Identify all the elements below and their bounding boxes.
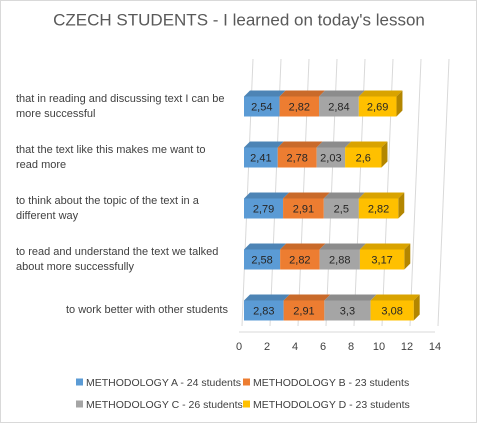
data-label: 2,82 — [368, 203, 389, 215]
data-label: 2,5 — [334, 203, 349, 215]
bar — [283, 300, 325, 321]
data-label: 2,91 — [293, 305, 314, 317]
bar-side — [381, 141, 388, 168]
x-tick-label: 12 — [401, 341, 413, 353]
data-label: 2,6 — [356, 152, 371, 164]
data-label: 3,08 — [381, 305, 402, 317]
category-text: to think about the topic of the text in … — [16, 194, 199, 222]
bar-top — [323, 192, 365, 199]
bar — [283, 198, 324, 219]
category-text: that the text like this makes me want to… — [16, 143, 206, 171]
bar — [244, 249, 281, 270]
data-label: 2,82 — [289, 254, 310, 266]
bar — [244, 147, 278, 168]
legend-swatch — [76, 400, 83, 408]
x-tick-label: 10 — [373, 341, 385, 353]
bar — [244, 198, 284, 219]
category-text: that in reading and discussing text I ca… — [16, 92, 225, 120]
data-label: 3,17 — [371, 254, 392, 266]
data-label: 2,69 — [367, 101, 388, 113]
bar — [358, 198, 399, 219]
bar-top — [280, 243, 326, 250]
y-tick-label: to read and understand the text we talke… — [13, 243, 228, 277]
bar-top — [277, 141, 323, 148]
bar-top — [244, 192, 290, 199]
legend-swatch — [76, 378, 83, 386]
bar — [359, 249, 405, 270]
bar-top — [316, 141, 352, 148]
x-tick-label: 4 — [292, 341, 298, 353]
bar — [244, 96, 280, 117]
bar-side — [398, 192, 405, 219]
bar — [324, 300, 371, 321]
bar — [319, 249, 360, 270]
bar — [277, 147, 317, 168]
data-label: 2,78 — [286, 152, 307, 164]
grid-line — [437, 58, 450, 327]
bar-top — [244, 294, 290, 301]
bar — [244, 300, 284, 321]
bar — [319, 96, 359, 117]
data-label: 2,84 — [328, 101, 349, 113]
bar-side — [396, 90, 403, 117]
bar — [345, 147, 382, 168]
bar-top — [358, 90, 403, 97]
bar-top — [358, 192, 405, 199]
x-tick-label: 14 — [429, 341, 441, 353]
bar — [370, 300, 414, 321]
bar-top — [244, 141, 284, 148]
category-text: to read and understand the text we talke… — [16, 245, 219, 273]
grid-line — [409, 58, 422, 327]
bar — [316, 147, 346, 168]
y-tick-label: that the text like this makes me want to… — [13, 141, 228, 175]
bar-top — [359, 243, 411, 250]
data-label: 2,88 — [329, 254, 350, 266]
data-label: 2,03 — [320, 152, 341, 164]
bar-top — [283, 192, 330, 199]
bar — [280, 249, 320, 270]
bar — [279, 96, 320, 117]
legend-swatch — [243, 400, 250, 408]
bar-side — [404, 243, 411, 270]
chart-title: CZECH STUDENTS - I learned on today's le… — [53, 10, 425, 29]
legend-label: METHODOLOGY A - 24 students — [86, 377, 241, 389]
x-tick-label: 6 — [320, 341, 326, 353]
legend-label: METHODOLOGY D - 23 students — [253, 399, 410, 411]
legend-label: METHODOLOGY C - 26 students — [86, 399, 243, 411]
bar-top — [370, 294, 420, 301]
data-label: 2,58 — [251, 254, 272, 266]
data-label: 2,83 — [253, 305, 274, 317]
y-tick-label: that in reading and discussing text I ca… — [13, 90, 228, 124]
data-label: 2,41 — [250, 152, 271, 164]
data-label: 2,91 — [293, 203, 314, 215]
bar — [358, 96, 397, 117]
bar-top — [345, 141, 388, 148]
bar-side — [413, 294, 420, 321]
data-label: 2,82 — [289, 101, 310, 113]
y-tick-label: to think about the topic of the text in … — [13, 192, 228, 226]
data-label: 2,79 — [253, 203, 274, 215]
bar-top — [283, 294, 331, 301]
bar-top — [244, 90, 286, 97]
bar-top — [319, 243, 366, 250]
bar-top — [319, 90, 365, 97]
bar-top — [279, 90, 326, 97]
x-tick-label: 0 — [236, 341, 242, 353]
category-text: to work better with other students — [65, 304, 228, 316]
legend-swatch — [243, 378, 250, 386]
legend-label: METHODOLOGY B - 23 students — [253, 377, 409, 389]
data-label: 2,54 — [251, 101, 272, 113]
x-tick-label: 8 — [348, 341, 354, 353]
bar — [323, 198, 359, 219]
data-label: 3,3 — [340, 305, 355, 317]
bar-top — [244, 243, 287, 250]
y-tick-label: to work better with other students — [13, 294, 228, 328]
bar-top — [324, 294, 377, 301]
x-tick-label: 2 — [264, 341, 270, 353]
